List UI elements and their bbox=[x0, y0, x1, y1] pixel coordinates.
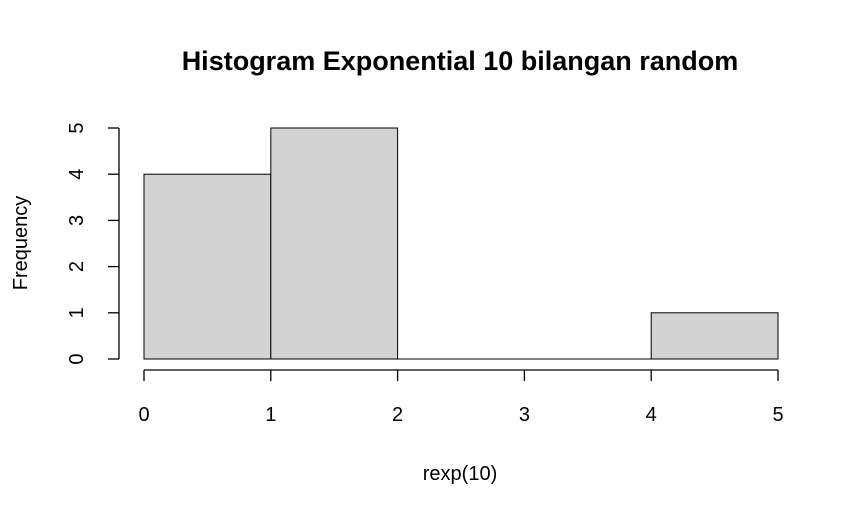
histogram-bar bbox=[650, 312, 779, 360]
y-tick-label: 0 bbox=[66, 353, 88, 364]
x-tick-label: 2 bbox=[392, 404, 403, 426]
histogram-bar bbox=[270, 127, 399, 360]
x-tick-label: 3 bbox=[519, 404, 530, 426]
y-tick-label: 4 bbox=[66, 169, 88, 180]
bars-group bbox=[143, 127, 779, 360]
x-axis: 0 1 2 3 4 5 bbox=[138, 369, 784, 426]
y-tick-label: 3 bbox=[66, 215, 88, 226]
y-axis: 0 1 2 3 4 5 bbox=[66, 122, 120, 365]
histogram-bar bbox=[143, 173, 272, 360]
x-tick-label: 1 bbox=[265, 404, 276, 426]
x-tick-label: 5 bbox=[772, 404, 783, 426]
x-tick-label: 4 bbox=[646, 404, 657, 426]
y-axis-label: Frequency bbox=[10, 196, 32, 291]
y-tick-label: 5 bbox=[66, 122, 88, 133]
chart-title: Histogram Exponential 10 bilangan random bbox=[182, 46, 739, 76]
x-axis-label: rexp(10) bbox=[423, 463, 497, 485]
x-tick-label: 0 bbox=[138, 404, 149, 426]
y-tick-label: 1 bbox=[66, 307, 88, 318]
y-tick-label: 2 bbox=[66, 261, 88, 272]
